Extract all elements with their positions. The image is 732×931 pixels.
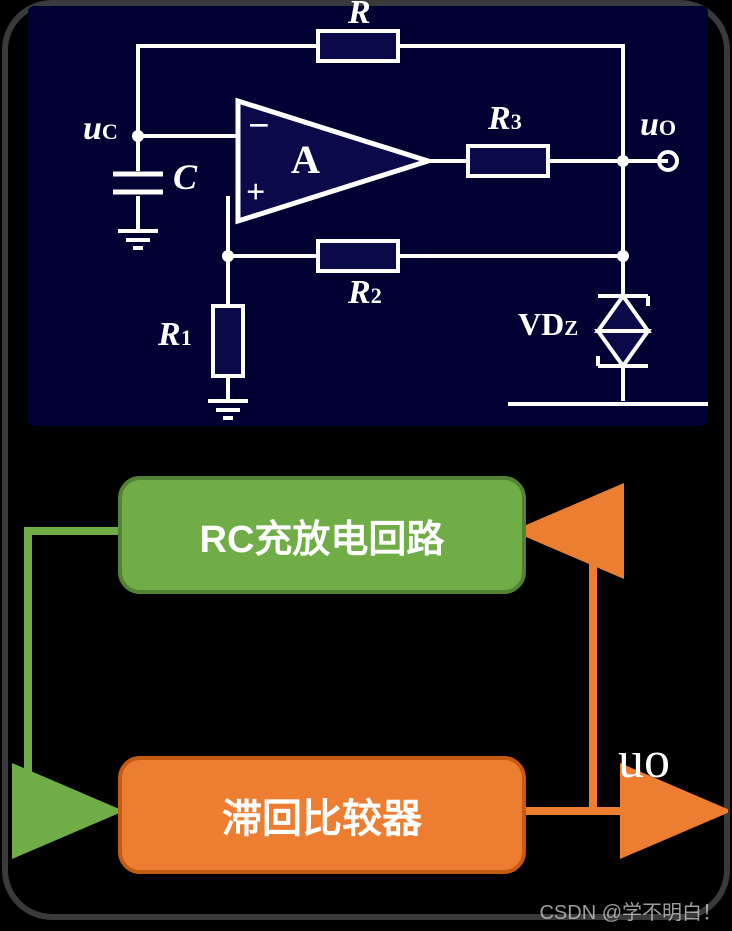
- block-comparator-text: 滞回比较器: [222, 786, 422, 844]
- block-rc-text: RC充放电回路: [200, 508, 445, 563]
- capacitor-C: [113, 174, 163, 192]
- watermark: CSDN @学不明白！: [539, 896, 722, 925]
- label-plus: +: [246, 174, 265, 212]
- label-R1: R1: [158, 316, 192, 354]
- label-A: A: [291, 136, 320, 183]
- resistor-R3: [468, 146, 548, 176]
- block-comparator: 滞回比较器: [118, 756, 526, 874]
- block-diagram: RC充放电回路 滞回比较器 uo: [8, 476, 728, 916]
- label-uo: uO: [640, 106, 676, 144]
- label-VDz: VDZ: [518, 306, 578, 343]
- ground-R1: [208, 401, 248, 418]
- label-uc: uC: [83, 110, 118, 148]
- resistor-R1: [213, 306, 243, 376]
- resistor-R: [318, 31, 398, 61]
- label-minus: −: [248, 104, 270, 148]
- device-frame: R uC C A − + R3 uO R2 R1 VDZ: [2, 0, 730, 920]
- label-R: R: [348, 0, 371, 32]
- label-R2: R2: [348, 274, 382, 312]
- ground-C: [118, 231, 158, 248]
- label-R3: R3: [488, 100, 522, 138]
- block-rc: RC充放电回路: [118, 476, 526, 594]
- resistor-R2: [318, 241, 398, 271]
- circuit-svg: [28, 6, 708, 426]
- arrow-feedback-green: [28, 531, 118, 811]
- label-uo-output: uo: [618, 731, 670, 790]
- arrow-loop-orange: [518, 531, 593, 811]
- zener-VDz: [598, 296, 648, 366]
- label-C: C: [173, 156, 197, 198]
- circuit-panel: R uC C A − + R3 uO R2 R1 VDZ: [28, 6, 708, 426]
